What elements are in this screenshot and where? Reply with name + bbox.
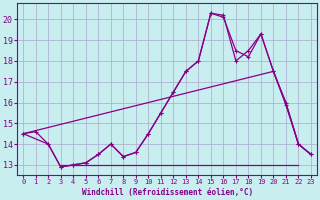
X-axis label: Windchill (Refroidissement éolien,°C): Windchill (Refroidissement éolien,°C) <box>82 188 253 197</box>
